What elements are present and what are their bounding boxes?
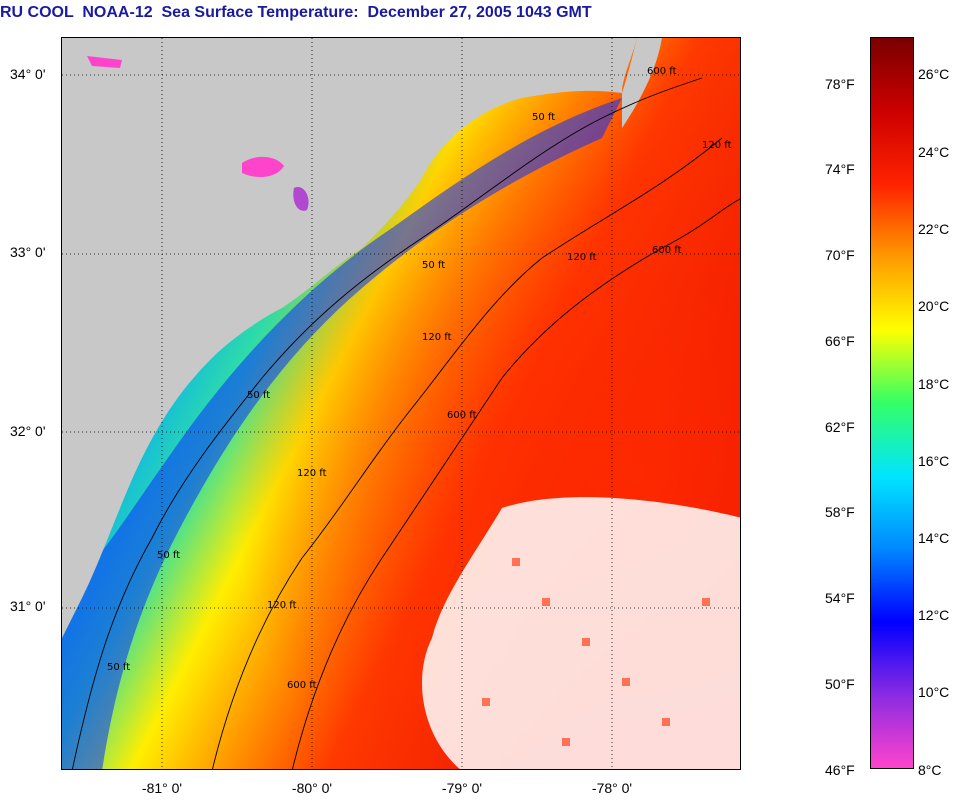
colorbar-f-label: 62°F [825, 419, 855, 435]
contour-labels: 50 ft 50 ft 50 ft 50 ft 50 ft 120 ft 120… [107, 66, 732, 691]
cape-fear-land [622, 38, 662, 128]
contour-label: 600 ft [652, 245, 682, 256]
colorbar-f-label: 78°F [825, 76, 855, 92]
contour-label: 50 ft [157, 550, 180, 561]
contour-label: 50 ft [532, 112, 555, 123]
colorbar-f-label: 58°F [825, 504, 855, 520]
colorbar-c-label: 22°C [918, 221, 950, 237]
depth-contours [71, 77, 740, 769]
colorbar-f-label: 54°F [825, 590, 855, 606]
contour-label: 50 ft [107, 662, 130, 673]
colorbar-c-label: 24°C [918, 144, 950, 160]
map-grid [62, 38, 740, 769]
lat-label-32: 32° 0' [10, 423, 46, 439]
contour-label: 120 ft [422, 332, 452, 343]
lat-label-33: 33° 0' [10, 244, 46, 260]
contour-label: 120 ft [297, 468, 327, 479]
sst-map-canvas: 50 ft 50 ft 50 ft 50 ft 50 ft 120 ft 120… [62, 38, 740, 769]
contour-label: 50 ft [247, 390, 270, 401]
cloud-speckle [482, 558, 710, 746]
lon-label-79: -79° 0' [441, 780, 483, 796]
contour-label: 600 ft [647, 66, 677, 77]
colorbar-c-label: 16°C [918, 453, 950, 469]
colorbar-c-label: 18°C [918, 376, 950, 392]
colorbar-f-label: 46°F [825, 762, 855, 778]
lat-label-31: 31° 0' [10, 598, 46, 614]
temperature-colorbar [870, 37, 914, 769]
contour-label: 600 ft [287, 680, 317, 691]
sst-map[interactable]: 50 ft 50 ft 50 ft 50 ft 50 ft 120 ft 120… [61, 37, 741, 770]
colorbar-f-label: 66°F [825, 333, 855, 349]
contour-label: 120 ft [702, 140, 732, 151]
colorbar-c-label: 8°C [918, 762, 942, 778]
lat-label-34: 34° 0' [10, 66, 46, 82]
colorbar-f-label: 70°F [825, 247, 855, 263]
land-mass [62, 38, 637, 638]
lon-label-78: -78° 0' [591, 780, 633, 796]
contour-label: 120 ft [567, 252, 597, 263]
colorbar-c-label: 10°C [918, 684, 950, 700]
lon-label-81: -81° 0' [141, 780, 183, 796]
colorbar-c-label: 20°C [918, 298, 950, 314]
lon-label-80: -80° 0' [291, 780, 333, 796]
colorbar-f-label: 50°F [825, 676, 855, 692]
colorbar-c-label: 14°C [918, 530, 950, 546]
contour-label: 50 ft [422, 260, 445, 271]
contour-label: 120 ft [267, 600, 297, 611]
inland-lake [293, 187, 309, 211]
colorbar-c-label: 26°C [918, 66, 950, 82]
contour-label: 600 ft [447, 410, 477, 421]
cloud-cover [422, 497, 740, 769]
inland-lake [242, 156, 284, 178]
colorbar-f-label: 74°F [825, 161, 855, 177]
map-title: RU COOL NOAA-12 Sea Surface Temperature:… [0, 4, 592, 21]
colorbar-c-label: 12°C [918, 607, 950, 623]
inland-lake [87, 56, 122, 68]
